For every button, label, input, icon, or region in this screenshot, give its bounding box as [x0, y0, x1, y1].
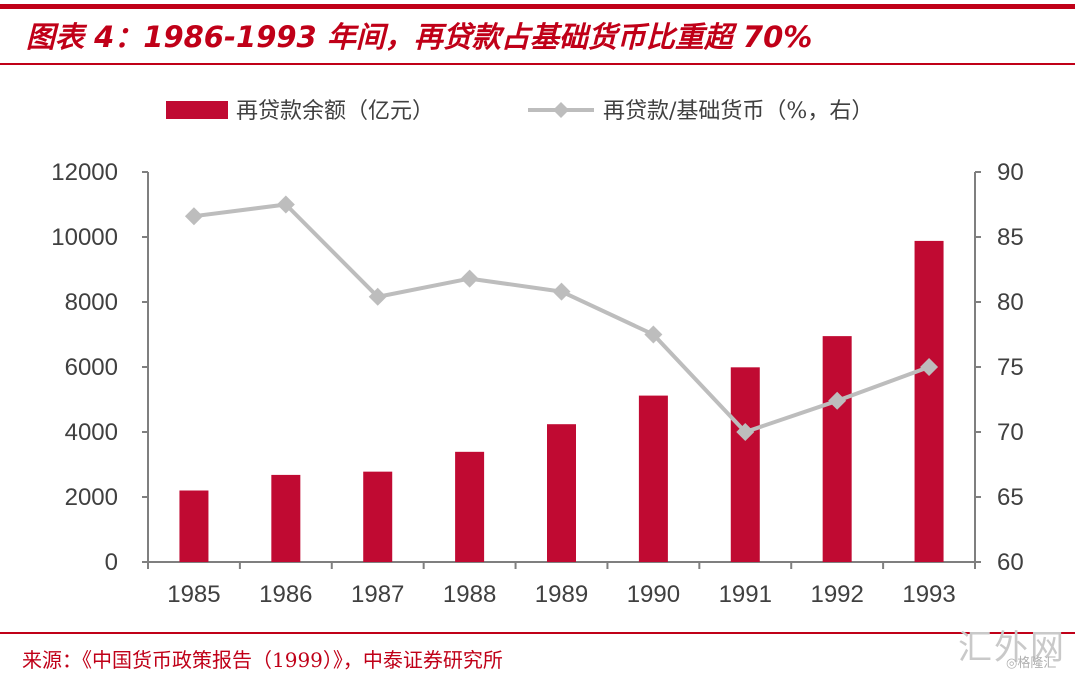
legend-swatch-marker — [553, 102, 569, 118]
y-left-tick-label: 8000 — [65, 289, 118, 316]
y-left-tick-label: 2000 — [65, 484, 118, 511]
bar — [271, 474, 301, 562]
x-tick-label: 1986 — [259, 581, 312, 608]
title-rule — [0, 63, 1075, 65]
bar — [455, 451, 485, 562]
x-tick-label: 1985 — [167, 581, 220, 608]
ratio-point — [736, 423, 755, 441]
bar — [822, 336, 852, 562]
x-tick-label: 1989 — [535, 581, 588, 608]
x-tick-label: 1991 — [719, 581, 772, 608]
x-tick-label: 1988 — [443, 581, 496, 608]
x-tick-label: 1990 — [627, 581, 680, 608]
ratio-point — [920, 358, 939, 376]
x-tick-label: 1992 — [810, 581, 863, 608]
ratio-point — [184, 207, 203, 226]
chart-title: 图表 4：1986-1993 年间，再贷款占基础货币比重超 70% — [26, 20, 813, 54]
y-right-tick-label: 80 — [997, 289, 1024, 316]
watermark-small: ◎格隆汇 — [1006, 656, 1057, 671]
legend-swatch-bar — [166, 101, 228, 119]
y-right-tick-label: 60 — [997, 549, 1024, 576]
y-left-tick-label: 0 — [105, 549, 118, 576]
y-left-tick-label: 12000 — [51, 159, 118, 186]
watermark: 汇外网 — [958, 628, 1066, 668]
ratio-point — [368, 287, 387, 306]
y-right-tick-label: 90 — [997, 159, 1024, 186]
bottom-rule — [0, 632, 1075, 634]
y-right-tick-label: 75 — [997, 354, 1024, 381]
bar — [547, 424, 576, 562]
y-left-tick-label: 10000 — [51, 224, 118, 251]
top-rule — [0, 4, 1075, 9]
y-right-tick-label: 65 — [997, 484, 1024, 511]
ratio-point — [276, 195, 295, 214]
bar — [730, 367, 760, 562]
y-left-tick-label: 6000 — [65, 354, 118, 381]
source-note: 来源：《中国货币政策报告（1999）》，中泰证券研究所 — [22, 648, 503, 672]
ratio-point — [828, 391, 847, 410]
y-right-tick-label: 70 — [997, 419, 1024, 446]
legend-label-line: 再贷款/基础货币（%，右） — [603, 99, 873, 124]
y-right-tick-label: 85 — [997, 224, 1024, 251]
bar — [914, 240, 944, 562]
bar — [179, 490, 209, 562]
bar — [638, 395, 668, 562]
x-tick-label: 1987 — [351, 581, 404, 608]
ratio-point — [552, 282, 571, 301]
ratio-point — [644, 325, 663, 344]
legend-label-bar: 再贷款余额（亿元） — [236, 99, 434, 124]
y-left-tick-label: 4000 — [65, 419, 118, 446]
ratio-point — [460, 269, 479, 288]
bar — [363, 471, 393, 562]
ratio-line — [193, 202, 930, 434]
x-tick-label: 1993 — [902, 581, 955, 608]
